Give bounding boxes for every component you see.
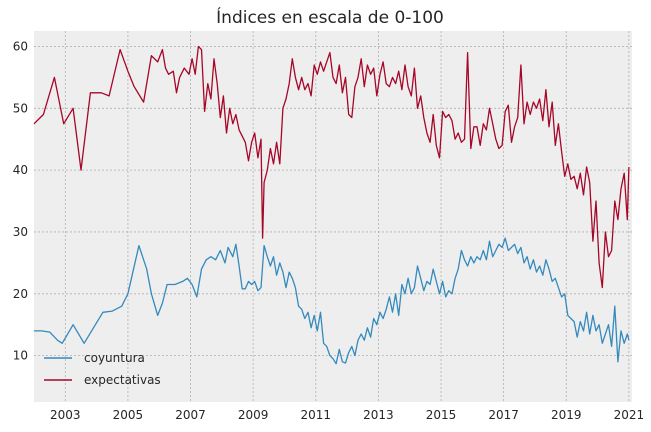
- y-tick-label: 60: [13, 39, 28, 53]
- series-line-expectativas: [33, 45, 630, 289]
- x-tick-label: 2015: [426, 408, 457, 422]
- chart-title: Índices en escala de 0-100: [216, 6, 444, 28]
- x-tick-label: 2017: [488, 408, 519, 422]
- y-tick-label: 50: [13, 101, 28, 115]
- x-tick-label: 2009: [238, 408, 269, 422]
- x-tick-label: 2013: [363, 408, 394, 422]
- y-tick-label: 40: [13, 163, 28, 177]
- plot-area: 2003 2005 2007 2009 2011 2013 2015 2017 2019 2021…: [13, 31, 644, 422]
- legend-label-expectativas: expectativas: [84, 373, 161, 387]
- series-line-coyuntura: [34, 237, 630, 365]
- legend-label-coyuntura: coyuntura: [84, 351, 145, 365]
- y-tick-label: 30: [13, 225, 28, 239]
- x-tick-label: 2005: [113, 408, 144, 422]
- y-tick-label: 10: [13, 349, 28, 363]
- plot-background: [34, 31, 632, 402]
- x-tick-label: 2007: [175, 408, 206, 422]
- x-tick-label: 2011: [301, 408, 332, 422]
- y-tick-label: 20: [13, 287, 28, 301]
- x-tick-label: 2021: [614, 408, 645, 422]
- x-tick-label: 2019: [551, 408, 582, 422]
- x-tick-label: 2003: [50, 408, 81, 422]
